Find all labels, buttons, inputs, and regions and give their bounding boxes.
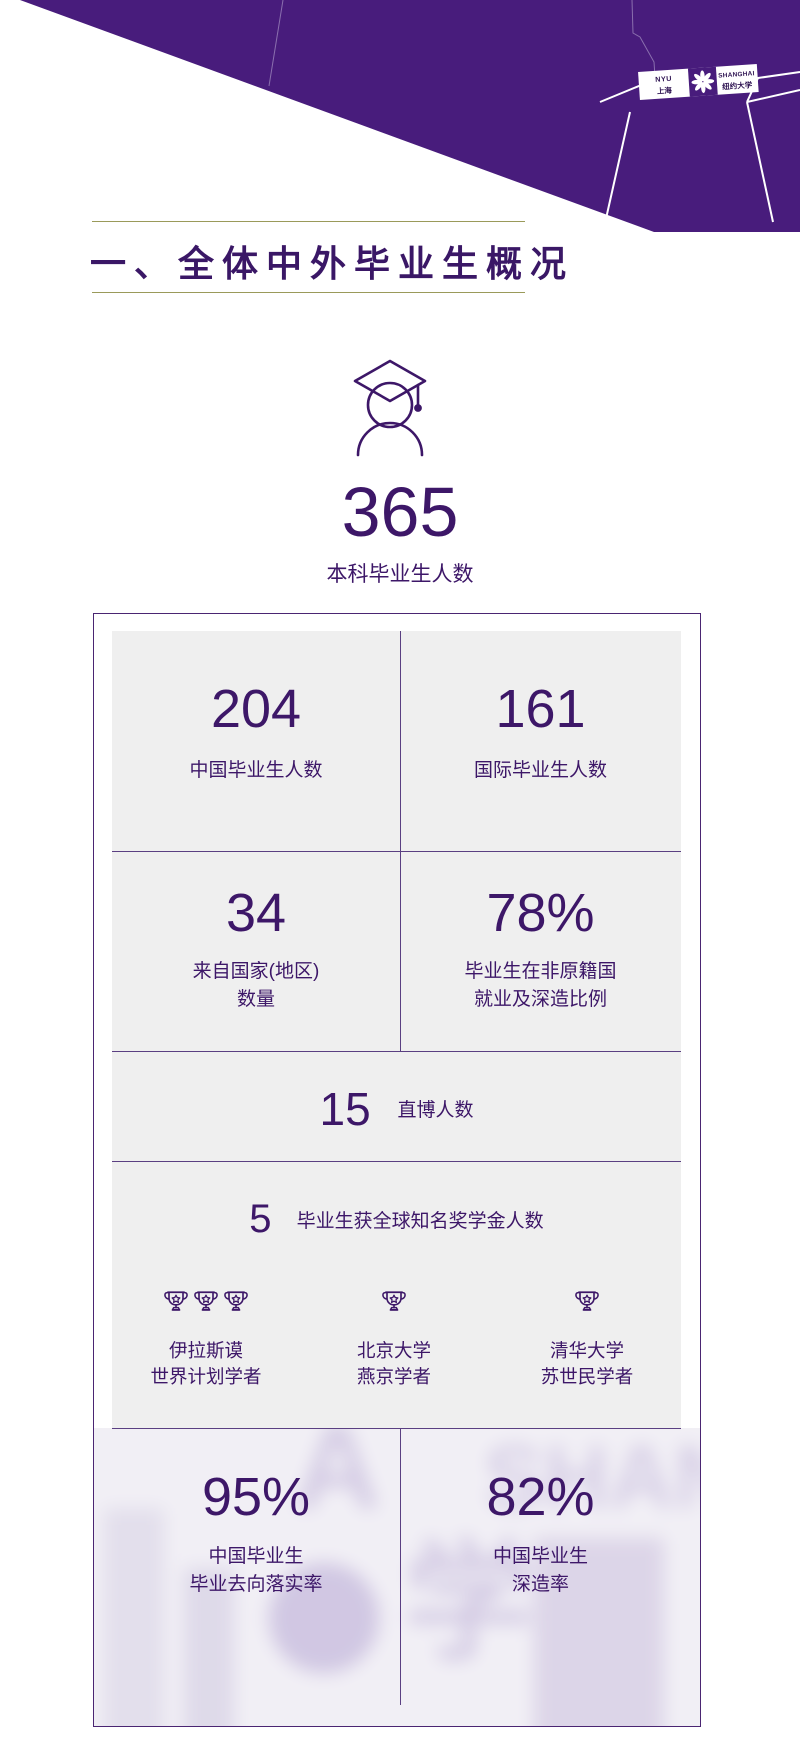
svg-text:NYU: NYU xyxy=(655,74,672,84)
svg-text:纽约大学: 纽约大学 xyxy=(722,79,753,91)
svg-text:上海: 上海 xyxy=(657,85,673,96)
